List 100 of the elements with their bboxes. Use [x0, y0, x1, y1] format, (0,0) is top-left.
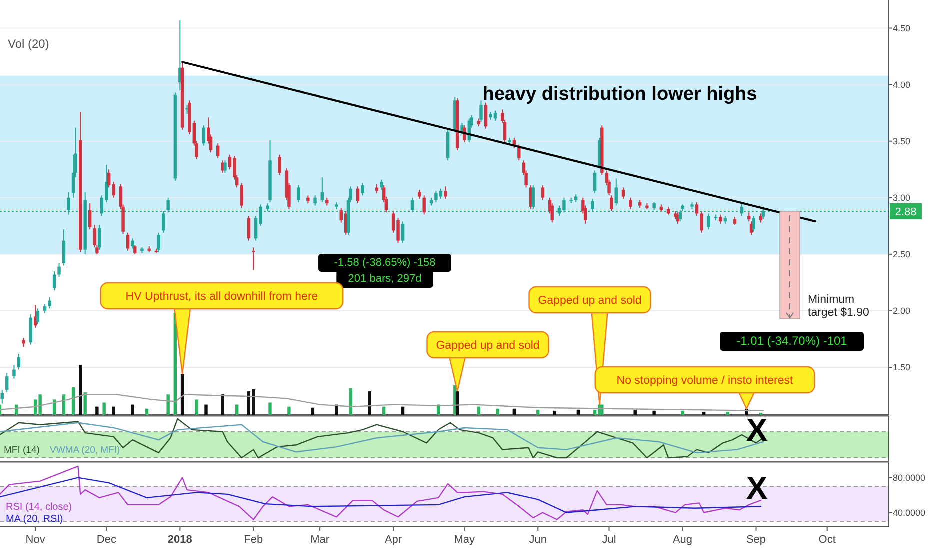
candlestick — [162, 210, 166, 234]
candlestick — [480, 100, 483, 123]
bar — [221, 394, 224, 415]
candlestick — [314, 195, 317, 206]
bar — [131, 404, 134, 415]
candlestick — [748, 212, 751, 222]
series-label: MFI (14) — [4, 445, 40, 456]
annotation: 201 bars, 297d — [348, 273, 422, 285]
bar — [634, 410, 637, 415]
ref-line-label: 2.88 — [895, 206, 917, 218]
candlestick — [418, 189, 422, 200]
candlestick — [247, 215, 251, 242]
bar — [702, 412, 706, 415]
bar — [536, 410, 540, 415]
candlestick — [224, 160, 227, 174]
candlestick — [6, 372, 9, 393]
candlestick — [0, 390, 4, 404]
candlestick — [380, 179, 384, 190]
x-tick-label: Mar — [310, 534, 330, 546]
x-tick-label: Nov — [26, 534, 46, 546]
series-label: MA (20, RSI) — [6, 514, 64, 525]
bar — [401, 406, 405, 415]
x-tick-label: Dec — [96, 534, 117, 546]
y-tick-label: 2.50 — [893, 249, 911, 260]
candlestick — [134, 244, 137, 255]
y-tick-label: 2.00 — [893, 306, 911, 316]
candlestick — [22, 338, 26, 348]
candlestick — [401, 221, 405, 244]
series-label: VWMA (20, MFI) — [50, 445, 120, 456]
candlestick — [762, 206, 765, 220]
bar — [382, 406, 386, 415]
bar — [102, 402, 106, 415]
x-tick-label: Apr — [384, 534, 402, 546]
candlestick — [131, 238, 134, 250]
bar — [235, 404, 239, 415]
y-tick-label: 80.0000 — [893, 472, 926, 483]
candlestick — [700, 210, 704, 234]
bar — [112, 406, 116, 415]
candlestick — [320, 177, 324, 203]
annotation: Gapped up and sold — [436, 340, 540, 352]
candlestick — [52, 270, 56, 292]
annotation: -1.01 (-34.70%) -101 — [736, 334, 848, 348]
bar — [553, 410, 556, 415]
bar — [288, 406, 291, 415]
bar — [79, 365, 82, 415]
y-tick-label: 3.00 — [893, 192, 911, 203]
x-tick-label: Sep — [746, 534, 766, 546]
bar — [145, 408, 149, 415]
x-tick-label: 2018 — [168, 534, 192, 546]
annotation: X — [746, 470, 768, 506]
annotation: Minimum target $1.90 — [808, 294, 870, 319]
candlestick — [278, 154, 282, 176]
candlestick — [614, 178, 618, 206]
candlestick — [62, 229, 66, 266]
bar — [512, 408, 516, 415]
bar — [195, 400, 198, 415]
chart-title: Vol (20) — [8, 37, 50, 51]
candlestick — [518, 144, 521, 162]
candlestick — [410, 197, 414, 214]
candlestick — [202, 125, 206, 146]
candlestick — [444, 186, 448, 200]
y-tick-label: 1.50 — [893, 362, 911, 373]
y-tick-label: 3.50 — [893, 136, 911, 146]
bar — [368, 392, 372, 415]
candlestick — [297, 184, 300, 203]
x-tick-label: May — [454, 534, 476, 546]
bar — [96, 406, 99, 415]
candlestick — [58, 262, 61, 278]
candlestick — [719, 214, 722, 224]
candlestick — [166, 197, 170, 214]
annotation: No stopping volume / insto interest — [616, 375, 794, 387]
x-tick-label: Oct — [818, 534, 836, 546]
candlestick — [356, 186, 360, 204]
bar — [204, 404, 208, 415]
annotation: -1.58 (-38.65%) -158 — [334, 257, 436, 269]
candlestick — [484, 102, 488, 130]
candlestick — [48, 296, 52, 310]
x-tick-label: Jul — [602, 534, 616, 546]
candlestick — [88, 203, 92, 230]
bar — [652, 410, 656, 415]
x-tick-label: Aug — [672, 534, 693, 546]
y-tick-label: 4.50 — [893, 23, 911, 34]
candlestick — [707, 213, 710, 230]
candlestick — [36, 308, 40, 326]
candlestick — [216, 143, 220, 159]
candlestick — [252, 247, 256, 271]
bar — [166, 394, 170, 415]
bar — [84, 392, 87, 415]
candlestick — [98, 224, 102, 250]
candlestick — [157, 232, 160, 253]
candlestick — [422, 195, 426, 216]
candlestick — [628, 197, 632, 210]
y-tick-label: 40.0000 — [893, 508, 926, 518]
candlestick — [361, 182, 364, 196]
candlestick — [759, 213, 763, 224]
bar — [311, 408, 315, 415]
bar — [180, 374, 184, 415]
candlestick — [593, 170, 597, 194]
candlestick — [541, 184, 544, 201]
candlestick — [610, 195, 614, 212]
